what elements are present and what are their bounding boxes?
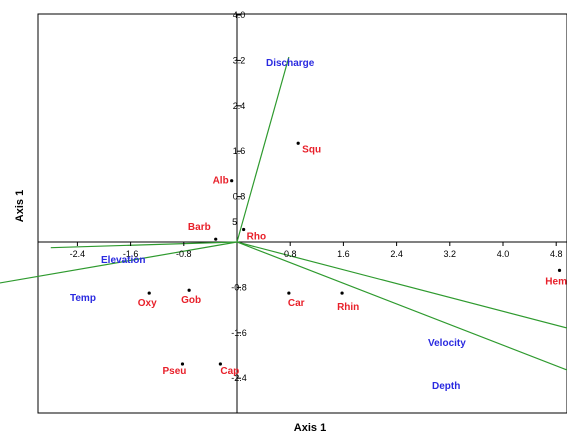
x-tick-label: 0.8 xyxy=(284,249,297,259)
species-label: Hemi xyxy=(545,276,567,287)
vector-line xyxy=(236,56,290,243)
variable-label: Velocity xyxy=(428,338,466,349)
labels-layer: Squ Alb Barb Rho Oxy Gob Car Rhin Pseu Cap Hemi Dis… xyxy=(70,58,567,392)
x-tick-label: 4.8 xyxy=(550,249,563,259)
annotation-label: 5 xyxy=(232,217,237,227)
y-tick-label: 4.0 xyxy=(233,10,246,20)
species-label: Pseu xyxy=(163,366,187,377)
species-point xyxy=(187,288,191,292)
species-point xyxy=(214,237,218,241)
x-axis-label: Axis 1 xyxy=(293,422,327,434)
species-label: Gob xyxy=(181,295,201,306)
species-label: Oxy xyxy=(138,298,157,309)
y-tick-label: -0.8 xyxy=(231,282,247,292)
points-layer xyxy=(147,141,562,366)
variable-label: Elevation xyxy=(101,255,145,266)
variable-label: Depth xyxy=(432,381,460,392)
species-label: Barb xyxy=(188,222,211,233)
x-tick-label: 1.6 xyxy=(337,249,350,259)
x-tick-label: -2.4 xyxy=(70,249,86,259)
y-tick-label: 1.6 xyxy=(233,146,246,156)
vectors-layer xyxy=(0,56,567,371)
species-label: Squ xyxy=(302,144,321,155)
y-tick-label: 0.8 xyxy=(233,192,246,202)
species-point xyxy=(340,291,344,295)
variable-label: Discharge xyxy=(266,58,315,69)
vector-line xyxy=(50,241,238,249)
axes-layer xyxy=(38,14,567,413)
species-label: Rhin xyxy=(337,302,359,313)
ticks-layer: -2.4 -1.6 -0.8 0.8 1.6 2.4 3.2 4.0 4.8 4.0 3.2 2.4 1… xyxy=(70,10,563,383)
y-tick-label: -2.4 xyxy=(231,373,247,383)
x-tick-label: 4.0 xyxy=(497,249,510,259)
species-label: Rho xyxy=(247,232,266,243)
species-point xyxy=(242,227,246,232)
vector-line xyxy=(236,241,567,329)
plot-area-frame xyxy=(37,13,567,414)
x-tick-label: -1.6 xyxy=(123,249,139,259)
y-tick-label: 2.4 xyxy=(233,101,246,111)
species-point xyxy=(557,268,562,272)
x-tick-label: 3.2 xyxy=(444,249,457,259)
species-point xyxy=(230,179,234,183)
species-label: Car xyxy=(288,298,305,309)
species-point xyxy=(296,141,300,145)
x-tick-label: 2.4 xyxy=(390,249,403,259)
y-tick-label: -1.6 xyxy=(231,328,247,338)
species-point xyxy=(147,291,151,295)
species-label: Cap xyxy=(220,366,239,377)
x-tick-label: -0.8 xyxy=(176,249,192,259)
y-axis-label: Axis 1 xyxy=(14,189,26,223)
species-label: Alb xyxy=(213,176,229,187)
species-point xyxy=(287,291,291,295)
species-point xyxy=(218,362,222,366)
y-tick-label: 3.2 xyxy=(233,55,246,65)
vector-line xyxy=(0,241,238,284)
variable-label: Temp xyxy=(70,293,96,304)
vector-line xyxy=(236,241,567,371)
species-point xyxy=(180,362,185,366)
